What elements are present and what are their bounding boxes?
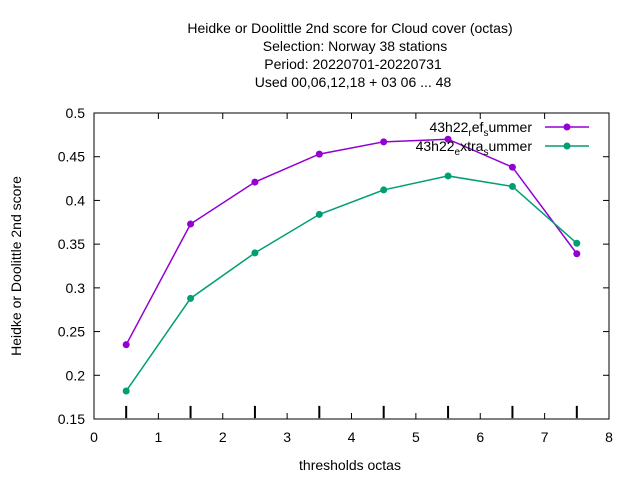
data-point (251, 178, 259, 186)
legend-item: 43h22refsummer (429, 119, 589, 139)
data-point (380, 186, 388, 194)
y-tick-label: 0.35 (58, 236, 85, 252)
x-tick-label: 4 (348, 429, 356, 445)
series-layer (122, 135, 581, 395)
y-axis: 0.15 0.2 0.25 0.3 0.35 0.4 0.45 0.5 (58, 105, 609, 427)
x-tick-label: 7 (541, 429, 549, 445)
y-axis-label: Heidke or Doolittle 2nd score (8, 176, 24, 356)
legend-label: 43h22extrasummer (416, 138, 533, 158)
legend-marker (563, 142, 571, 150)
y-tick-label: 0.4 (66, 192, 86, 208)
title-line: Used 00,06,12,18 + 03 06 ... 48 (255, 74, 452, 90)
x-tick-label: 5 (412, 429, 420, 445)
x-tick-label: 2 (219, 429, 227, 445)
data-point (444, 135, 452, 143)
data-point (508, 182, 516, 190)
title-line: Heidke or Doolittle 2nd score for Cloud … (187, 20, 512, 36)
y-tick-label: 0.2 (66, 367, 86, 383)
data-point (508, 163, 516, 171)
x-tick-label: 1 (154, 429, 162, 445)
y-tick-label: 0.45 (58, 149, 85, 165)
x-axis-label: thresholds octas (299, 457, 401, 473)
data-point (187, 294, 195, 302)
data-point (122, 387, 130, 395)
data-point (315, 210, 323, 218)
data-point (573, 239, 581, 247)
data-point (122, 341, 130, 349)
x-tick-label: 3 (283, 429, 291, 445)
y-tick-label: 0.15 (58, 411, 85, 427)
title-line: Period: 20220701-20220731 (264, 56, 442, 72)
series-line (125, 175, 578, 392)
y-tick-label: 0.3 (66, 280, 86, 296)
data-point (187, 220, 195, 228)
x-axis: 0 1 2 3 4 5 6 7 8 (90, 113, 613, 445)
series-2 (122, 172, 581, 395)
legend-item: 43h22extrasummer (416, 138, 589, 158)
legend-label: 43h22refsummer (429, 119, 532, 139)
series-1 (122, 135, 581, 349)
data-point (315, 150, 323, 158)
x-tick-label: 8 (605, 429, 613, 445)
data-point (251, 249, 259, 257)
series-line (125, 138, 578, 346)
threshold-marks (125, 405, 578, 419)
chart-title: Heidke or Doolittle 2nd score for Cloud … (187, 20, 512, 90)
x-tick-label: 6 (476, 429, 484, 445)
data-point (573, 250, 581, 258)
x-tick-label: 0 (90, 429, 98, 445)
title-line: Selection: Norway 38 stations (263, 38, 447, 54)
data-point (380, 138, 388, 146)
y-tick-label: 0.25 (58, 324, 85, 340)
plot-frame (93, 112, 610, 420)
legend-marker (563, 123, 571, 131)
data-point (444, 172, 452, 180)
y-tick-label: 0.5 (66, 105, 86, 121)
